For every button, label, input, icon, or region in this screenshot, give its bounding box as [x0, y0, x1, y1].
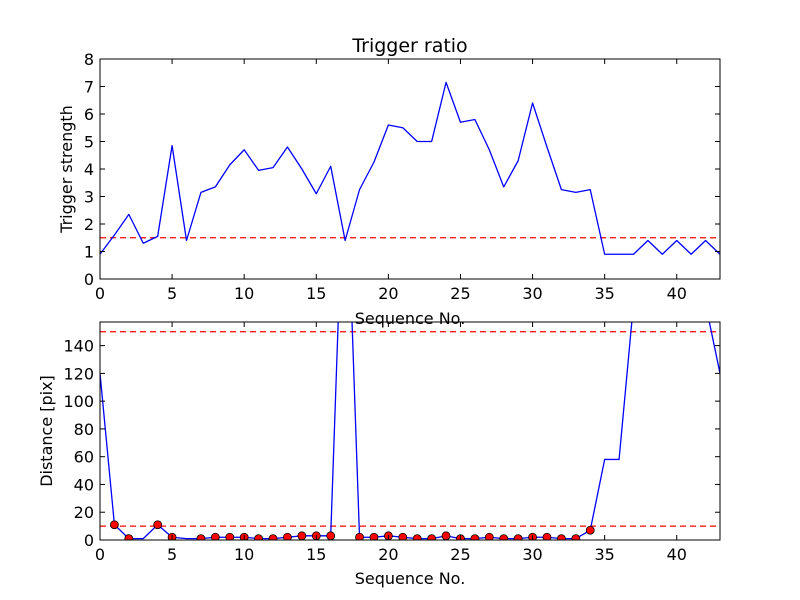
- top-y-tick-label-5: 5: [84, 133, 94, 152]
- bottom-x-tick-label-0: 0: [95, 545, 105, 564]
- top-x-tick-label-8: 40: [667, 284, 687, 303]
- bottom-x-axis-title: Sequence No.: [355, 569, 466, 588]
- top-y-tick-label-2: 2: [84, 215, 94, 234]
- top-x-tick-label-2: 10: [234, 284, 254, 303]
- bottom-data-point-22: [470, 534, 480, 540]
- bottom-data-point-20: [441, 531, 451, 540]
- bottom-x-tick-label-2: 10: [234, 545, 254, 564]
- bottom-data-point-25: [513, 534, 523, 540]
- bottom-x-tick-label-3: 15: [306, 545, 326, 564]
- bottom-x-tick-label-4: 20: [378, 545, 398, 564]
- bottom-y-tick-label-6: 120: [63, 364, 94, 383]
- top-chart-title: Trigger ratio: [351, 35, 467, 57]
- bottom-data-point-13: [326, 531, 336, 540]
- top-y-tick-label-3: 3: [84, 188, 94, 207]
- top-y-tick-label-1: 1: [84, 243, 94, 262]
- bottom-data-point-17: [398, 532, 408, 540]
- top-y-axis-title: Trigger strength: [57, 105, 76, 234]
- bottom-x-tick-label-6: 30: [522, 545, 542, 564]
- bottom-data-point-9: [268, 534, 278, 540]
- top-x-tick-label-4: 20: [378, 284, 398, 303]
- bottom-data-point-4: [196, 534, 206, 540]
- bottom-axes-frame: [99, 321, 721, 541]
- bottom-x-tick-label-1: 5: [167, 545, 177, 564]
- top-y-tick-label-4: 4: [84, 160, 94, 179]
- top-x-tick-label-1: 5: [167, 284, 177, 303]
- bottom-data-point-0: [110, 520, 119, 530]
- top-y-tick-label-8: 8: [84, 50, 94, 69]
- bottom-x-tick-label-8: 40: [667, 545, 687, 564]
- top-y-tick-label-7: 7: [84, 78, 94, 97]
- bottom-x-tick-label-7: 35: [594, 545, 614, 564]
- bottom-data-point-30: [585, 525, 595, 535]
- top-data-layer: [100, 81, 720, 255]
- bottom-y-tick-label-5: 100: [63, 392, 94, 411]
- top-chart: Trigger ratio 0 5 10 15 20 25 30 35 40012345678 …: [57, 35, 721, 328]
- top-x-tick-label-3: 15: [306, 284, 326, 303]
- bottom-y-axis-title: Distance [pix]: [37, 375, 56, 487]
- bottom-x-tick-label-5: 25: [450, 545, 470, 564]
- bottom-y-tick-label-2: 40: [74, 475, 94, 494]
- bottom-data-point-19: [427, 534, 437, 540]
- bottom-data-point-15: [369, 532, 379, 540]
- top-x-tick-label-0: 0: [95, 284, 105, 303]
- bottom-chart: 0 5 10 15 20 25 30 35 40 0 20 40 60 80 100 120 140 Seque…: [37, 321, 721, 588]
- bottom-data-point-5: [210, 532, 220, 540]
- bottom-plot-area: 0 5 10 15 20 25 30 35 40 0 20 40 60 80 100 120 140: [63, 321, 721, 564]
- bottom-data-point-27: [542, 532, 552, 540]
- bottom-data-point-29: [571, 534, 581, 540]
- bottom-data-point-23: [484, 532, 494, 540]
- top-x-tick-label-5: 25: [450, 284, 470, 303]
- bottom-y-tick-label-7: 140: [63, 337, 94, 356]
- top-plot-area: 0 5 10 15 20 25 30 35 40 0 1 2 3 4 5 6 7 8: [84, 50, 721, 303]
- bottom-data-point-14: [355, 532, 364, 540]
- bottom-data-point-24: [499, 534, 509, 540]
- top-x-tick-label-6: 30: [522, 284, 542, 303]
- top-x-tick-label-7: 35: [594, 284, 614, 303]
- bottom-data-point-8: [254, 534, 264, 540]
- bottom-y-tick-label-1: 20: [74, 503, 94, 522]
- bottom-y-tick-label-0: 0: [84, 531, 94, 550]
- bottom-data-point-6: [225, 532, 235, 540]
- bottom-y-tick-label-4: 80: [74, 420, 94, 439]
- bottom-data-point-28: [556, 534, 566, 540]
- bottom-y-tick-label-3: 60: [74, 448, 94, 467]
- bottom-data-point-1: [124, 534, 134, 540]
- top-y-tick-label-6: 6: [84, 105, 94, 124]
- top-series-line-0: [100, 81, 720, 255]
- top-y-tick-label-0: 0: [84, 270, 94, 289]
- bottom-data-point-2: [153, 520, 163, 530]
- bottom-data-point-18: [412, 534, 422, 540]
- top-x-axis-title: Sequence No.: [355, 309, 466, 328]
- bottom-data-point-11: [297, 531, 307, 540]
- bottom-data-point-10: [283, 532, 292, 540]
